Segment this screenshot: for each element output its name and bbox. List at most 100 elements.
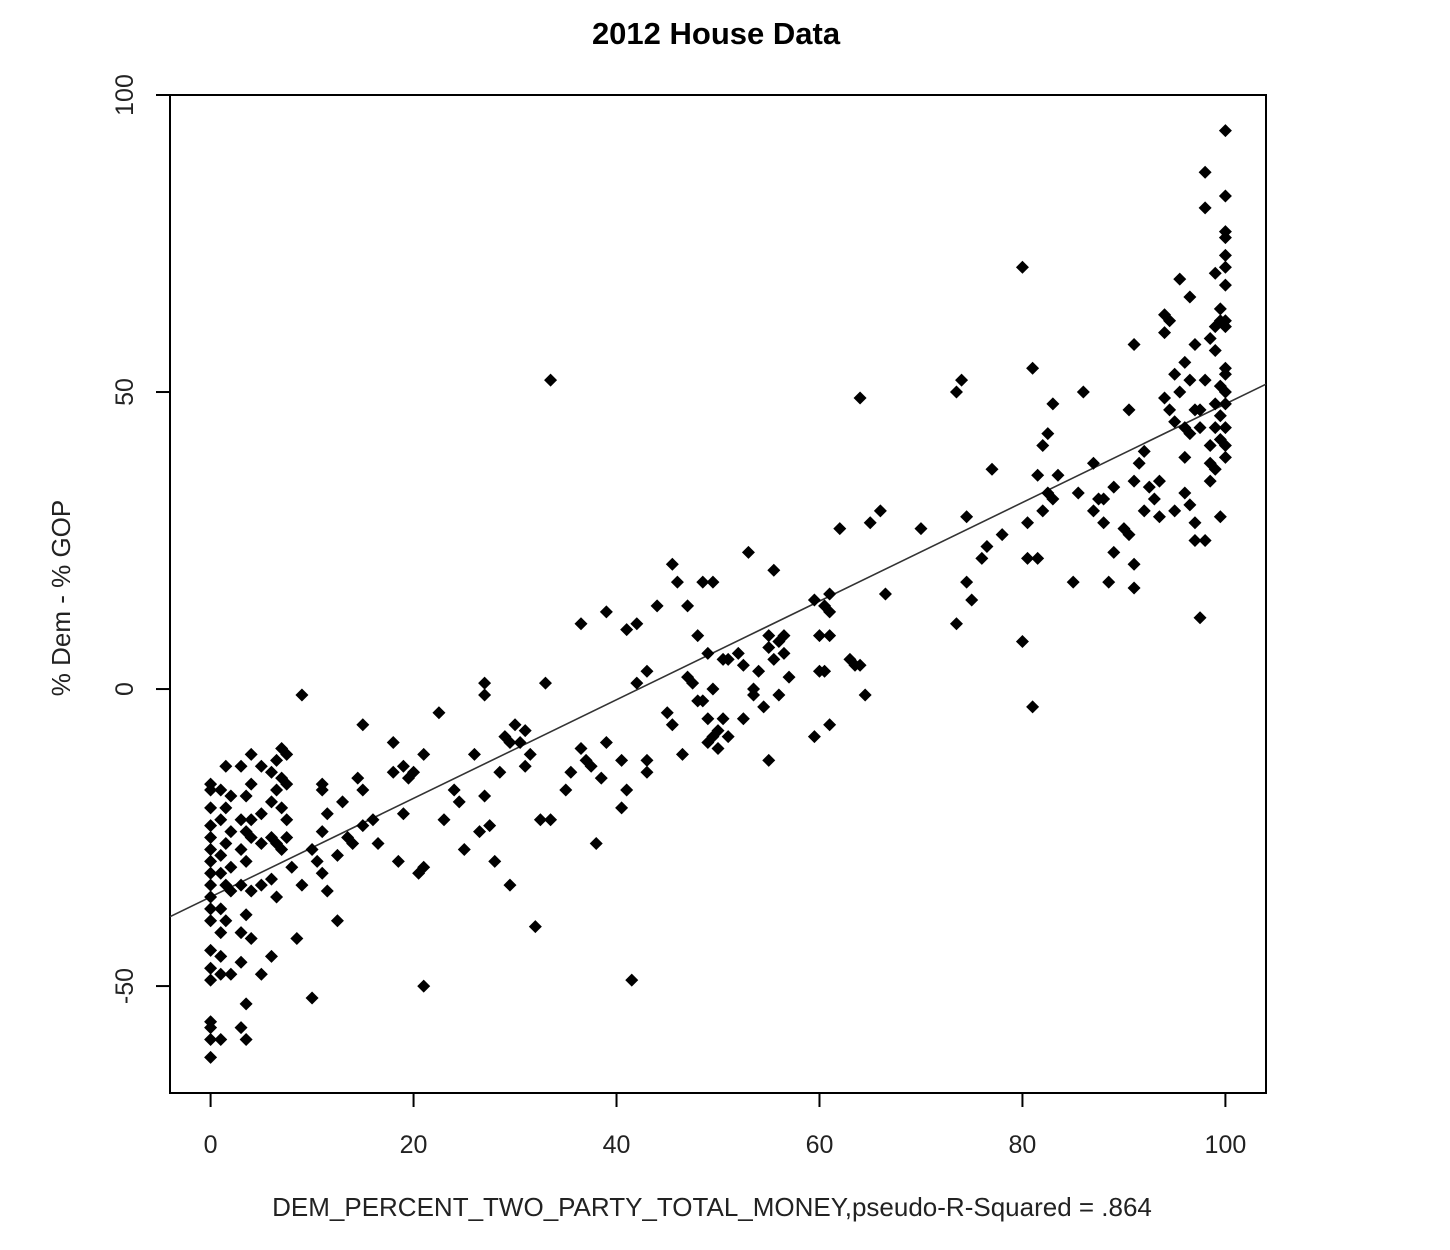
data-point xyxy=(858,688,872,702)
data-point xyxy=(239,908,253,922)
data-point xyxy=(1142,480,1156,494)
x-tick-label: 100 xyxy=(1205,1131,1247,1159)
data-point xyxy=(1137,504,1151,518)
data-point xyxy=(1152,510,1166,524)
data-point xyxy=(1066,575,1080,589)
data-point xyxy=(706,575,720,589)
data-point xyxy=(757,700,771,714)
data-point xyxy=(204,1050,218,1064)
data-point xyxy=(351,771,365,785)
data-point xyxy=(275,801,289,815)
data-point xyxy=(599,605,613,619)
y-tick-label: -50 xyxy=(111,968,139,1004)
data-point xyxy=(224,860,238,874)
x-tick-label: 0 xyxy=(204,1131,218,1159)
data-point xyxy=(473,825,487,839)
data-point xyxy=(1076,385,1090,399)
data-point xyxy=(1168,415,1182,429)
data-point xyxy=(214,1033,228,1047)
data-point xyxy=(823,718,837,732)
data-point xyxy=(650,599,664,613)
data-point xyxy=(574,741,588,755)
data-point xyxy=(1086,456,1100,470)
data-point xyxy=(234,926,248,940)
data-point xyxy=(1208,266,1222,280)
data-point xyxy=(1026,700,1040,714)
data-point xyxy=(264,949,278,963)
data-point xyxy=(239,997,253,1011)
data-point xyxy=(1213,510,1227,524)
y-axis: -50 0 50 100 xyxy=(111,74,170,1004)
data-point xyxy=(478,676,492,690)
data-point xyxy=(204,1033,218,1047)
data-point xyxy=(244,831,258,845)
data-point xyxy=(234,878,248,892)
data-point xyxy=(1107,545,1121,559)
data-point xyxy=(204,914,218,928)
data-point xyxy=(1198,534,1212,548)
data-point xyxy=(417,860,431,874)
data-point xyxy=(320,807,334,821)
data-point xyxy=(254,807,268,821)
x-tick-label: 80 xyxy=(1009,1131,1037,1159)
data-point xyxy=(224,825,238,839)
data-point xyxy=(1031,551,1045,565)
data-point xyxy=(1218,385,1232,399)
data-point xyxy=(762,629,776,643)
data-point xyxy=(528,920,542,934)
data-point xyxy=(752,664,766,678)
data-point xyxy=(330,914,344,928)
data-point xyxy=(1158,326,1172,340)
data-point xyxy=(1163,403,1177,417)
data-point xyxy=(762,640,776,654)
data-point xyxy=(493,765,507,779)
data-point xyxy=(538,676,552,690)
data-point xyxy=(1218,278,1232,292)
data-point xyxy=(564,765,578,779)
data-point xyxy=(513,736,527,750)
data-point xyxy=(214,926,228,940)
data-point xyxy=(706,682,720,696)
data-point xyxy=(239,1033,253,1047)
data-point xyxy=(767,652,781,666)
data-point xyxy=(280,813,294,827)
data-point xyxy=(1127,581,1141,595)
data-point xyxy=(270,890,284,904)
data-point xyxy=(1193,403,1207,417)
data-point xyxy=(681,599,695,613)
data-point xyxy=(533,813,547,827)
data-point xyxy=(254,967,268,981)
data-point xyxy=(254,759,268,773)
data-point xyxy=(955,373,969,387)
y-tick-label: 0 xyxy=(111,682,139,696)
data-point xyxy=(305,991,319,1005)
data-point xyxy=(640,765,654,779)
data-point xyxy=(244,932,258,946)
data-point xyxy=(711,741,725,755)
data-point xyxy=(1015,635,1029,649)
data-point xyxy=(701,712,715,726)
data-point xyxy=(1218,450,1232,464)
data-point xyxy=(214,848,228,862)
data-point xyxy=(731,646,745,660)
data-point xyxy=(1026,361,1040,375)
data-point xyxy=(503,736,517,750)
data-point xyxy=(391,854,405,868)
data-point xyxy=(1168,367,1182,381)
data-point xyxy=(285,860,299,874)
data-point xyxy=(675,747,689,761)
data-point xyxy=(264,765,278,779)
data-point xyxy=(1041,427,1055,441)
data-point xyxy=(1097,516,1111,530)
data-point xyxy=(1127,474,1141,488)
data-point xyxy=(518,724,532,738)
data-point xyxy=(366,813,380,827)
data-point xyxy=(1218,421,1232,435)
data-point xyxy=(219,837,233,850)
data-point xyxy=(594,771,608,785)
data-point xyxy=(1218,260,1232,274)
data-point xyxy=(1213,409,1227,423)
data-point xyxy=(315,783,329,797)
chart-title: 2012 House Data xyxy=(592,16,841,51)
data-point xyxy=(1218,397,1232,411)
